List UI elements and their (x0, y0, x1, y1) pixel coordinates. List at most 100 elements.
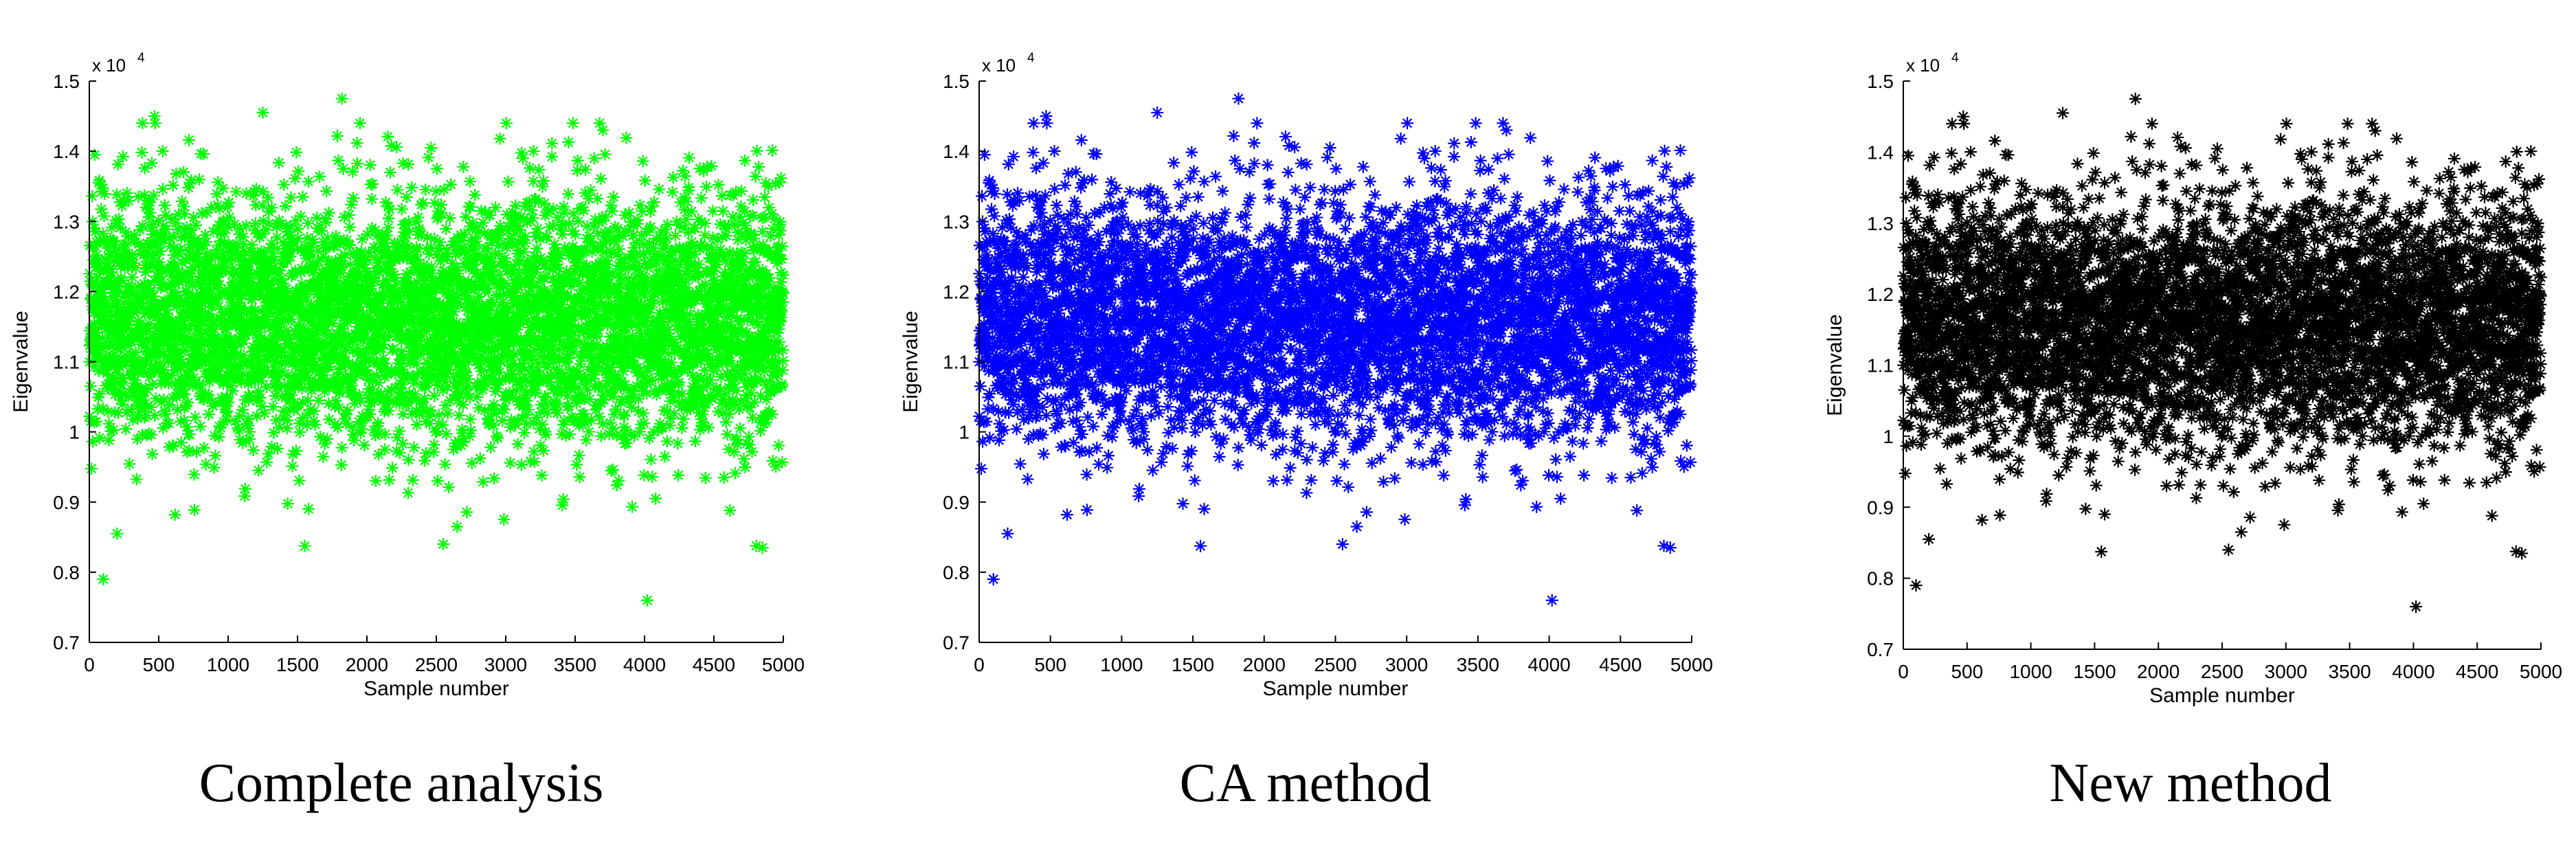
scatter-point (612, 282, 625, 295)
scatter-point (294, 266, 307, 279)
scatter-point (499, 251, 512, 265)
scatter-point (413, 335, 426, 348)
scatter-point (612, 243, 625, 256)
scatter-point (444, 279, 457, 292)
scatter-point (541, 204, 555, 217)
scatter-point (366, 192, 379, 205)
scatter-point (528, 456, 541, 469)
scatter-point (678, 250, 691, 263)
scatter-point (110, 286, 123, 300)
scatter-point (427, 322, 440, 335)
scatter-point (724, 401, 737, 414)
scatter-point (766, 454, 779, 467)
scatter-point (235, 376, 248, 389)
scatter-point (116, 359, 129, 372)
scatter-point (208, 260, 221, 273)
scatter-point (304, 403, 317, 416)
scatter-point (419, 381, 432, 394)
scatter-point (665, 290, 678, 303)
scatter-point (748, 396, 761, 409)
scatter-point (671, 268, 684, 281)
scatter-point (421, 231, 434, 244)
scatter-point (176, 195, 189, 208)
scatter-point (390, 278, 403, 291)
scatter-point (329, 271, 342, 284)
scatter-point (455, 234, 468, 247)
scatter-point (420, 447, 433, 460)
scatter-point (636, 205, 649, 218)
scatter-point (614, 271, 627, 284)
scatter-point (758, 190, 771, 203)
scatter-point (349, 362, 362, 375)
scatter-point (566, 117, 579, 130)
scatter-point (645, 259, 658, 272)
scatter-point (286, 460, 299, 473)
scatter-point (273, 370, 287, 383)
scatter-point (492, 339, 505, 352)
scatter-point (356, 232, 369, 245)
scatter-point (733, 210, 746, 223)
scatter-point (434, 297, 447, 310)
scatter-point (696, 407, 709, 420)
scatter-point (144, 284, 157, 297)
scatter-point (550, 398, 563, 411)
scatter-point (533, 195, 546, 208)
scatter-point (628, 429, 641, 442)
scatter-point (396, 363, 409, 376)
scatter-point (342, 269, 355, 282)
scatter-point (519, 278, 532, 291)
scatter-point (398, 391, 411, 404)
scatter-point (575, 283, 588, 296)
scatter-point (390, 392, 403, 405)
scatter-point (618, 209, 631, 222)
scatter-point (739, 341, 752, 354)
scatter-point (465, 456, 478, 469)
scatter-point (429, 185, 443, 198)
scatter-point (107, 255, 120, 268)
scatter-point (212, 176, 225, 189)
scatter-point (527, 144, 540, 157)
scatter-point (443, 394, 456, 407)
scatter-point (264, 350, 277, 363)
scatter-point (114, 394, 127, 407)
scatter-point (471, 221, 484, 234)
scatter-point (143, 346, 156, 359)
scatter-point (649, 492, 662, 505)
scatter-point (519, 236, 532, 249)
scatter-point (337, 306, 350, 319)
scatter-point (322, 354, 335, 367)
scatter-point (298, 265, 311, 278)
scatter-point (372, 416, 385, 429)
scatter-point (747, 209, 759, 222)
scatter-point (259, 223, 272, 236)
scatter-point (693, 406, 706, 419)
scatter-point (414, 228, 427, 241)
scatter-point (130, 473, 143, 486)
scatter-point (308, 344, 321, 357)
scatter-point (419, 415, 432, 428)
scatter-point (468, 253, 481, 266)
scatter-point (227, 279, 240, 292)
scatter-point (122, 279, 135, 292)
scatter-point (168, 508, 181, 521)
scatter-point (242, 419, 255, 432)
scatter-point (448, 351, 461, 364)
scatter-point (389, 253, 402, 266)
scatter-point (482, 418, 495, 431)
scatter-point (425, 267, 438, 280)
scatter-point (690, 289, 703, 302)
scatter-point (304, 241, 317, 254)
scatter-point (100, 367, 113, 380)
scatter-point (611, 247, 624, 260)
scatter-point (714, 243, 727, 256)
scatter-point (521, 216, 534, 229)
scatter-point (653, 183, 666, 196)
scatter-point (238, 304, 251, 317)
scatter-point (602, 291, 615, 304)
scatter-point (203, 375, 216, 388)
scatter-point (735, 314, 748, 327)
scatter-point (302, 216, 315, 229)
scatter-point (726, 308, 739, 322)
scatter-point (754, 374, 768, 387)
scatter-point (583, 294, 596, 307)
